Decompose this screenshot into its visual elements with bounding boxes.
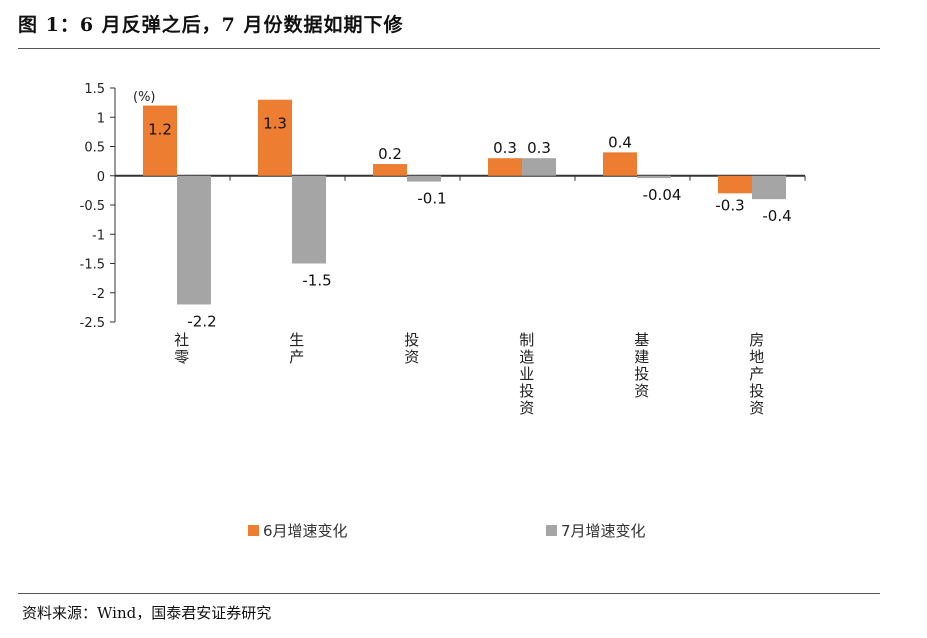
bars — [143, 99, 786, 305]
bar — [637, 175, 671, 179]
category-label: 基建投资 — [634, 331, 649, 400]
legend: 6月增速变化 7月增速变化 — [248, 522, 646, 540]
legend-label: 6月增速变化 — [263, 522, 348, 540]
bar — [718, 175, 752, 194]
source-note: 资料来源：Wind，国泰君安证券研究 — [22, 604, 272, 622]
title-divider — [18, 48, 880, 49]
legend-label: 7月增速变化 — [561, 522, 646, 540]
data-label: 0.3 — [527, 139, 551, 157]
legend-swatch — [546, 525, 557, 536]
bar — [177, 175, 211, 305]
category-label: 制造业投资 — [519, 331, 534, 417]
data-label: -0.4 — [762, 207, 791, 225]
bar — [373, 164, 407, 176]
bar — [752, 175, 786, 200]
data-labels: 1.2 -2.2 1.3 -1.5 0.2 -0.1 0.3 0.3 0.4 -0.04 -0.3-… — [148, 115, 792, 331]
y-tick-label: -2 — [92, 287, 105, 302]
y-tick-label: -1 — [92, 228, 105, 243]
y-tick-label: 0 — [97, 170, 105, 185]
bar — [407, 175, 441, 182]
y-tick-label: 0.5 — [84, 141, 105, 156]
data-label: -0.04 — [643, 186, 682, 204]
bar — [603, 152, 637, 176]
y-tick-label: -0.5 — [80, 199, 105, 214]
category-label: 房地产投资 — [749, 331, 764, 417]
data-label: 1.2 — [148, 121, 172, 139]
y-tick-label: 1.5 — [84, 82, 105, 97]
bar — [143, 105, 177, 176]
bar-chart: 1.5 1 0.5 0 -0.5 -1 -1.5 -2 -2.5 (%) 1.2 -2.2 1.3 -1… — [80, 82, 806, 540]
data-label: 0.2 — [378, 145, 402, 163]
y-tick-label: -2.5 — [80, 316, 105, 331]
category-label: 社零 — [174, 331, 189, 366]
chart-title: 图 1：6 月反弹之后，7 月份数据如期下修 — [18, 14, 404, 36]
bar — [292, 175, 326, 264]
data-label: -0.3 — [715, 196, 744, 214]
data-label: -2.2 — [187, 312, 216, 330]
bar — [488, 158, 522, 176]
data-label: -0.1 — [417, 190, 446, 208]
data-label: 0.4 — [608, 133, 632, 151]
category-labels: 社零 生产 投资 制造业投资 基建投资 房地产投资 — [174, 331, 764, 417]
y-tick-label: 1 — [97, 111, 105, 126]
y-unit-label: (%) — [133, 90, 156, 105]
category-label: 生产 — [289, 331, 304, 366]
legend-swatch — [248, 525, 259, 536]
y-tick-label: -1.5 — [80, 258, 105, 273]
bar — [258, 99, 292, 176]
data-label: 0.3 — [493, 139, 517, 157]
source-divider — [18, 593, 880, 594]
data-label: -1.5 — [302, 272, 331, 290]
bar — [522, 158, 556, 176]
axes: 1.5 1 0.5 0 -0.5 -1 -1.5 -2 -2.5 (%) — [80, 82, 806, 331]
category-label: 投资 — [404, 331, 419, 366]
data-label: 1.3 — [263, 115, 287, 133]
